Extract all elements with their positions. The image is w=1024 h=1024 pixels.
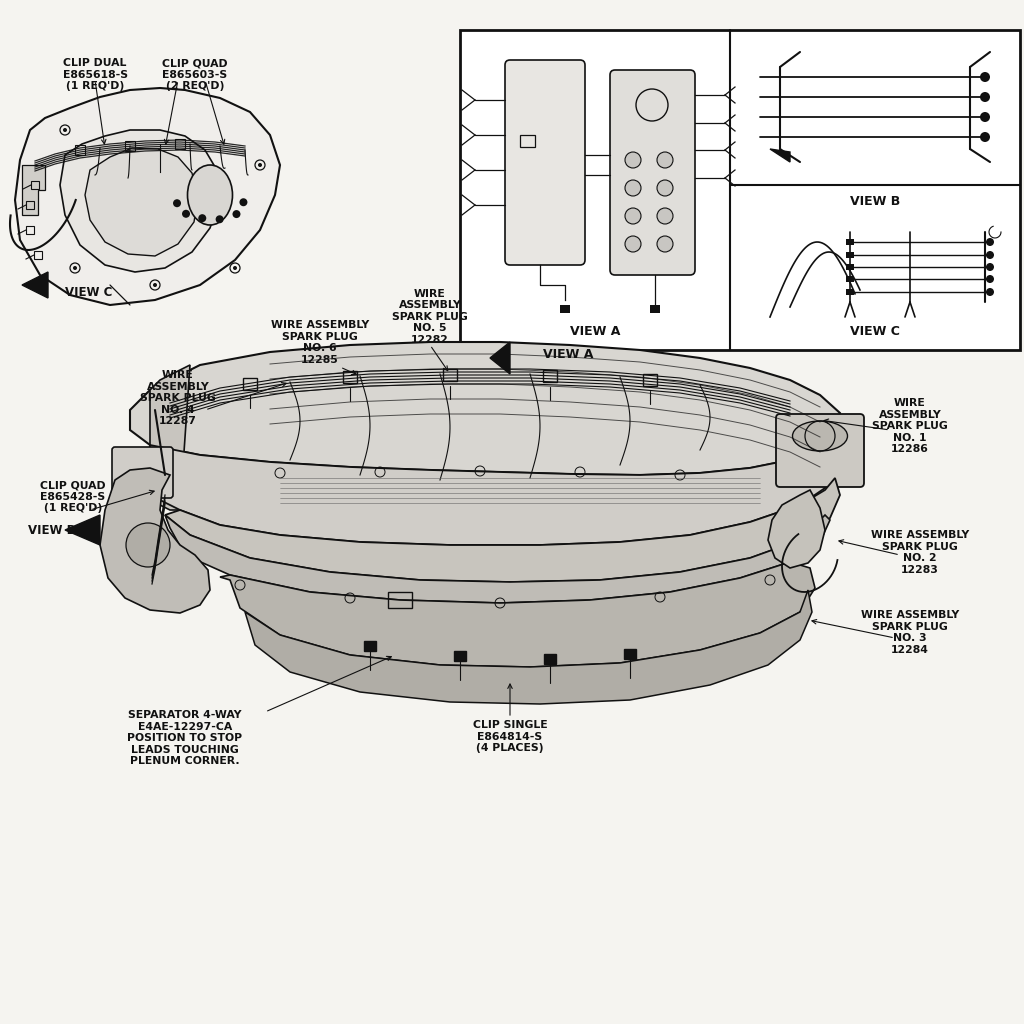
Circle shape <box>153 283 157 287</box>
Polygon shape <box>22 272 48 298</box>
Circle shape <box>657 236 673 252</box>
Circle shape <box>986 288 994 296</box>
FancyBboxPatch shape <box>112 447 173 498</box>
Circle shape <box>173 200 181 207</box>
Text: VIEW A: VIEW A <box>569 325 621 338</box>
Polygon shape <box>770 150 790 162</box>
Text: VIEW A: VIEW A <box>543 348 593 361</box>
Text: WIRE
ASSEMBLY
SPARK PLUG
NO. 5
12282: WIRE ASSEMBLY SPARK PLUG NO. 5 12282 <box>392 289 468 345</box>
Bar <box>846 289 854 295</box>
Circle shape <box>980 112 990 122</box>
Text: WIRE ASSEMBLY
SPARK PLUG
NO. 3
12284: WIRE ASSEMBLY SPARK PLUG NO. 3 12284 <box>861 610 959 654</box>
Circle shape <box>126 523 170 567</box>
Bar <box>460 30 1020 350</box>
Bar <box>643 374 657 386</box>
Circle shape <box>657 180 673 196</box>
Ellipse shape <box>793 421 848 451</box>
Text: CLIP SINGLE
E864814-S
(4 PLACES): CLIP SINGLE E864814-S (4 PLACES) <box>473 720 547 754</box>
Polygon shape <box>22 165 45 215</box>
Circle shape <box>216 215 223 223</box>
Bar <box>26 201 34 209</box>
Polygon shape <box>220 562 815 667</box>
Bar <box>388 592 412 608</box>
Text: CLIP QUAD
E865428-S
(1 REQ'D): CLIP QUAD E865428-S (1 REQ'D) <box>40 480 105 513</box>
Circle shape <box>240 199 248 206</box>
Bar <box>846 276 854 282</box>
Circle shape <box>986 263 994 271</box>
Bar <box>544 654 556 664</box>
Polygon shape <box>100 468 210 613</box>
Bar <box>75 145 85 155</box>
Text: VIEW B: VIEW B <box>850 195 900 208</box>
Circle shape <box>182 210 190 218</box>
Bar <box>846 239 854 245</box>
Bar <box>454 651 466 662</box>
Circle shape <box>232 210 241 218</box>
Circle shape <box>986 275 994 283</box>
Bar <box>650 305 660 313</box>
Circle shape <box>980 132 990 142</box>
Circle shape <box>657 152 673 168</box>
Circle shape <box>625 180 641 196</box>
FancyBboxPatch shape <box>505 60 585 265</box>
Circle shape <box>986 238 994 246</box>
Polygon shape <box>150 365 190 510</box>
Text: VIEW C: VIEW C <box>850 325 900 338</box>
Text: SEPARATOR 4-WAY
E4AE-12297-CA
POSITION TO STOP
LEADS TOUCHING
PLENUM CORNER.: SEPARATOR 4-WAY E4AE-12297-CA POSITION T… <box>127 710 243 766</box>
Text: WIRE
ASSEMBLY
SPARK PLUG
NO. 1
12286: WIRE ASSEMBLY SPARK PLUG NO. 1 12286 <box>872 398 948 455</box>
Circle shape <box>199 214 206 222</box>
Bar <box>125 141 135 151</box>
FancyBboxPatch shape <box>776 414 864 487</box>
Text: CLIP DUAL
E865618-S
(1 REQ'D): CLIP DUAL E865618-S (1 REQ'D) <box>62 58 128 91</box>
Bar <box>560 305 570 313</box>
Circle shape <box>625 152 641 168</box>
Polygon shape <box>150 445 835 545</box>
Bar <box>175 139 185 150</box>
Circle shape <box>625 236 641 252</box>
Bar <box>520 135 535 147</box>
Bar <box>26 226 34 234</box>
Circle shape <box>625 208 641 224</box>
Ellipse shape <box>187 165 232 225</box>
Circle shape <box>233 266 237 270</box>
Text: WIRE ASSEMBLY
SPARK PLUG
NO. 6
12285: WIRE ASSEMBLY SPARK PLUG NO. 6 12285 <box>271 321 369 365</box>
Polygon shape <box>165 515 830 603</box>
Bar <box>624 649 636 659</box>
Text: WIRE
ASSEMBLY
SPARK PLUG
NO. 4
12287: WIRE ASSEMBLY SPARK PLUG NO. 4 12287 <box>140 370 216 426</box>
FancyBboxPatch shape <box>610 70 695 275</box>
Bar <box>343 371 357 383</box>
Polygon shape <box>490 342 510 374</box>
Bar <box>443 369 457 381</box>
Polygon shape <box>15 88 280 305</box>
Circle shape <box>73 266 77 270</box>
Text: VIEW C: VIEW C <box>65 286 113 299</box>
Bar <box>846 264 854 270</box>
Circle shape <box>980 72 990 82</box>
Circle shape <box>657 208 673 224</box>
Polygon shape <box>165 478 840 582</box>
Bar <box>364 641 376 651</box>
Text: CLIP QUAD
E865603-S
(2 REQ'D): CLIP QUAD E865603-S (2 REQ'D) <box>162 58 227 91</box>
Bar <box>846 252 854 258</box>
Polygon shape <box>60 130 220 272</box>
Bar <box>31 181 39 189</box>
Bar <box>34 251 42 259</box>
Bar <box>243 378 257 390</box>
Polygon shape <box>768 490 825 568</box>
Circle shape <box>986 251 994 259</box>
Polygon shape <box>85 148 198 256</box>
Polygon shape <box>245 590 812 705</box>
Text: VIEW B: VIEW B <box>29 523 76 537</box>
Polygon shape <box>130 342 840 475</box>
Circle shape <box>63 128 67 132</box>
Polygon shape <box>65 515 100 545</box>
Text: WIRE ASSEMBLY
SPARK PLUG
NO. 2
12283: WIRE ASSEMBLY SPARK PLUG NO. 2 12283 <box>870 530 969 574</box>
Circle shape <box>980 92 990 102</box>
Bar <box>543 370 557 382</box>
Circle shape <box>258 163 262 167</box>
